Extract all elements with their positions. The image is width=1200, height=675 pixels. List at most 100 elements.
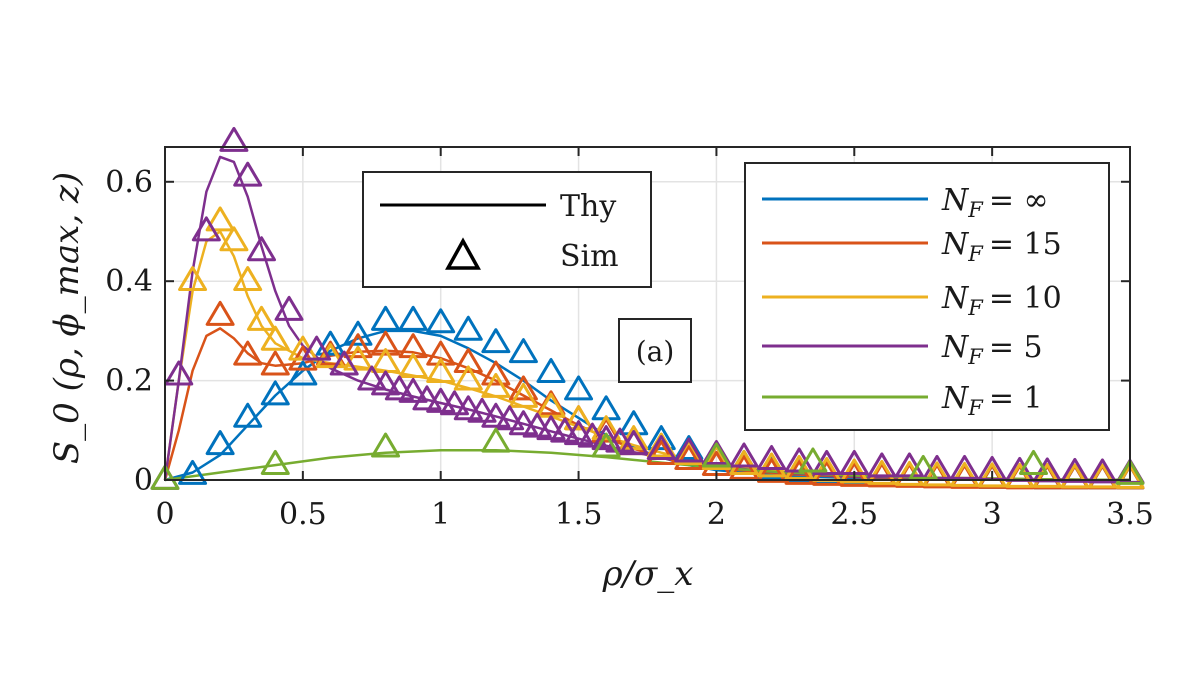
sim-marker-series-3 [247, 236, 276, 262]
style-legend-sim-label: Sim [560, 239, 619, 274]
sim-marker-series-2 [729, 449, 759, 475]
legend-label-series-4: NF = 1 [941, 381, 1043, 420]
sim-marker-series-0 [315, 330, 345, 356]
sim-marker-series-3 [1087, 458, 1117, 484]
sim-marker-series-3 [329, 350, 359, 376]
sim-marker-series-1 [757, 457, 787, 483]
sim-marker-series-3 [440, 390, 469, 416]
sim-marker-series-2 [219, 226, 249, 252]
sim-marker-series-2 [950, 461, 980, 487]
legend-label-series-0: NF = ∞ [941, 183, 1049, 222]
sim-marker-series-1 [508, 375, 538, 401]
sim-marker-series-0 [453, 315, 483, 341]
sim-marker-series-2 [564, 405, 594, 431]
sim-marker-series-3 [481, 402, 511, 428]
y-tick-label: 0.6 [105, 165, 153, 200]
sim-marker-series-0 [260, 380, 290, 406]
panel-label-text: (a) [636, 335, 675, 368]
sim-marker-series-4 [481, 427, 511, 453]
sim-marker-series-2 [839, 458, 869, 484]
sim-marker-series-2 [398, 353, 428, 379]
sim-marker-series-3 [371, 370, 401, 396]
sim-marker-series-3 [219, 126, 249, 152]
sim-marker-series-3 [495, 405, 525, 431]
sim-marker-series-3 [384, 375, 414, 401]
ticks [164, 147, 1131, 481]
sim-marker-series-0 [481, 328, 511, 354]
x-tick-label: 2.5 [830, 497, 878, 532]
sim-marker-series-0 [205, 430, 235, 456]
y-axis-label: S_0 (ρ, ϕ_max, z) [47, 172, 87, 464]
sim-marker-series-3 [398, 377, 428, 403]
x-axis-label: ρ/σ_x [602, 554, 694, 594]
sim-marker-series-3 [453, 395, 483, 421]
x-tick-label: 0.5 [279, 497, 327, 532]
sim-marker-series-0 [426, 308, 456, 334]
style-legend-thy-label: Thy [560, 189, 616, 224]
sim-marker-series-1 [674, 444, 704, 470]
sim-marker-series-2 [922, 461, 952, 487]
sim-marker-series-4 [701, 442, 731, 468]
sim-marker-series-3 [274, 295, 304, 321]
sim-marker-series-2 [867, 459, 897, 485]
x-tick-label: 1 [431, 497, 450, 532]
sim-marker-series-4 [798, 447, 828, 473]
sim-marker-series-0 [233, 402, 263, 428]
style-legend-triangle [445, 237, 481, 270]
sim-marker-series-2 [1005, 462, 1035, 488]
sim-marker-series-2 [1115, 463, 1145, 489]
sim-marker-series-2 [233, 266, 263, 292]
sim-marker-series-3 [164, 360, 194, 386]
sim-marker-series-4 [371, 432, 401, 458]
sim-marker-series-0 [536, 358, 566, 384]
legend-label-series-3: NF = 5 [941, 330, 1043, 369]
axes-frame [164, 146, 1131, 481]
sim-marker-series-3 [729, 442, 759, 468]
sim-marker-series-2 [757, 452, 787, 478]
sim-marker-series-0 [288, 360, 318, 386]
y-tick-label: 0.2 [105, 364, 153, 399]
theory-line-series-0 [164, 329, 1130, 482]
sim-marker-series-2 [315, 343, 345, 369]
tick-labels: 0 0.5 1 1.5 2 2.5 3 3.5 0 0.2 0.4 0.6 [105, 165, 1154, 532]
sim-marker-series-3 [605, 427, 635, 453]
sim-marker-series-0 [646, 425, 676, 451]
y-axis-label-text: S_0 (ρ, ϕ_max, z) [47, 172, 87, 464]
x-tick-label: 3.5 [1106, 497, 1154, 532]
y-tick-label: 0 [134, 463, 153, 498]
sim-marker-series-0 [343, 320, 373, 346]
markers [150, 126, 1145, 490]
sim-marker-series-4 [150, 464, 180, 490]
sim-marker-series-3 [357, 365, 387, 391]
y-tick-label: 0.4 [105, 264, 153, 299]
sim-marker-series-3 [412, 385, 442, 411]
sim-marker-series-3 [867, 452, 897, 478]
sim-marker-series-3 [536, 415, 566, 441]
sim-marker-series-2 [343, 345, 373, 371]
sim-marker-series-2 [619, 425, 649, 451]
sim-marker-series-2 [205, 206, 235, 232]
sim-marker-series-2 [453, 365, 483, 391]
sim-marker-series-0 [398, 305, 428, 331]
sim-marker-series-4 [260, 449, 290, 475]
x-tick-label: 1.5 [555, 497, 603, 532]
sim-marker-series-1 [646, 440, 676, 466]
sim-marker-series-3 [191, 216, 221, 242]
panel-label: (a) [618, 318, 692, 383]
sim-marker-series-3 [302, 335, 332, 361]
sim-marker-series-2 [894, 460, 924, 486]
sim-marker-series-2 [591, 415, 621, 441]
sim-marker-series-4 [591, 432, 621, 458]
sim-marker-series-2 [260, 325, 290, 351]
sim-marker-series-4 [908, 454, 938, 480]
sim-marker-series-2 [178, 266, 208, 292]
sim-marker-series-2 [1032, 462, 1062, 488]
series-legend: NF = ∞ NF = 15 NF = 10 NF = 5 NF = 1 [744, 162, 1110, 431]
sim-marker-series-4 [1019, 449, 1048, 475]
sim-marker-series-2 [481, 372, 511, 398]
sim-marker-series-3 [508, 410, 538, 436]
style-legend: Thy Sim [362, 171, 652, 288]
sim-marker-series-3 [1060, 457, 1090, 483]
sim-marker-series-2 [247, 305, 276, 331]
sim-marker-series-0 [178, 459, 208, 485]
